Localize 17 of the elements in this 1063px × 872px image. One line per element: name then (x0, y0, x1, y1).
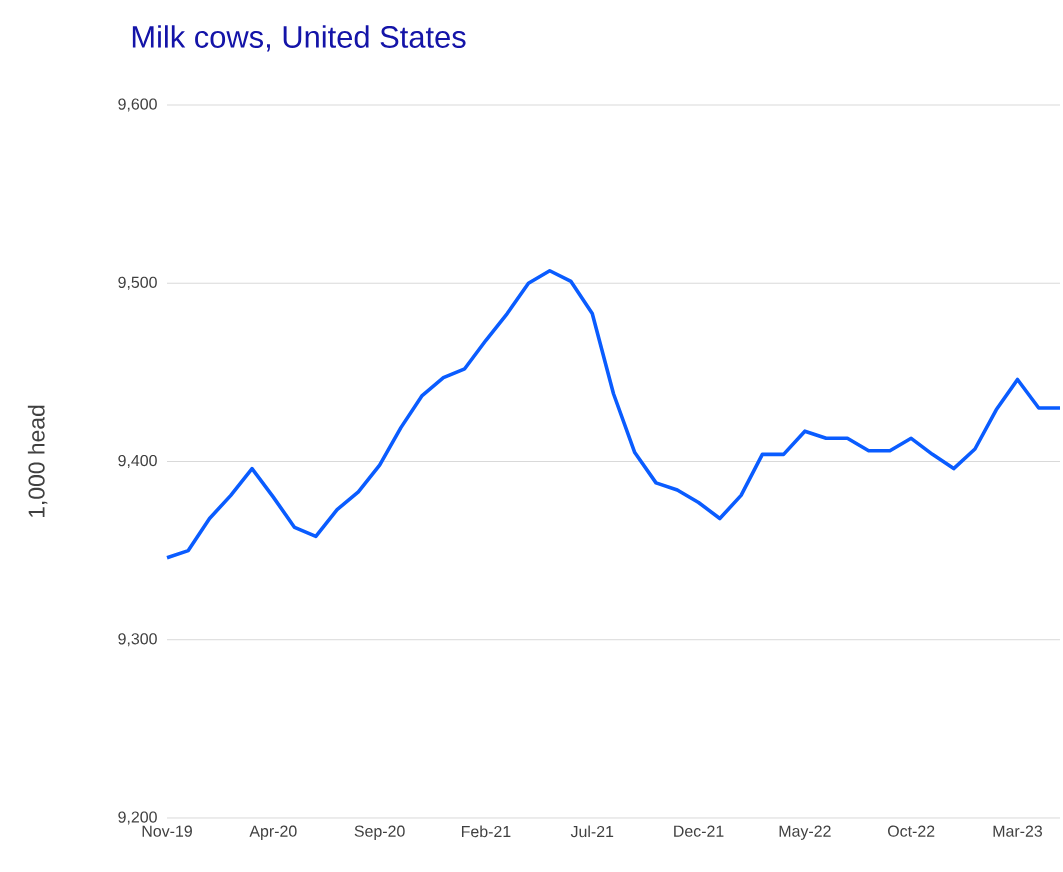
y-axis-title: 1,000 head (27, 405, 48, 518)
x-tick-label: May-22 (779, 825, 831, 840)
line-series (165, 268, 1062, 560)
x-tick-label: Jul-21 (570, 825, 614, 838)
x-tick-label: Dec-21 (674, 825, 724, 837)
y-tick-label: 9,600 (118, 98, 157, 112)
y-tick-label: 9,500 (118, 276, 157, 290)
chart-title: Milk cows, United States (132, 25, 466, 52)
y-tick-label: 9,200 (118, 811, 157, 825)
y-tick-label: 9,400 (118, 454, 157, 469)
x-tick-label: Feb-21 (462, 825, 511, 838)
x-tick-label: Oct-22 (888, 825, 935, 837)
x-tick-label: Apr-20 (249, 825, 297, 840)
x-tick-label: Sep-20 (354, 825, 405, 840)
x-tick-label: Mar-23 (993, 825, 1043, 837)
y-tick-label: 9,300 (118, 633, 157, 647)
x-tick-label: Nov-19 (142, 825, 192, 837)
